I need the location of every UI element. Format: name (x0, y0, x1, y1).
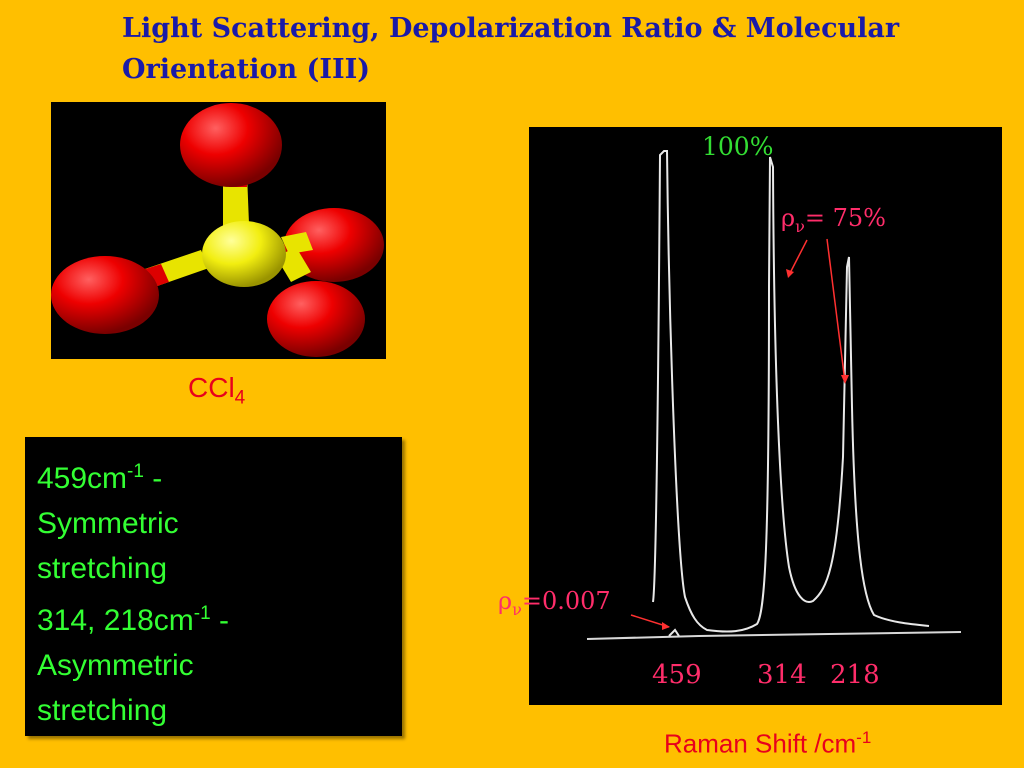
rho-subscript: ν (512, 600, 522, 619)
arrow-head (786, 269, 794, 278)
desc-line-4: 314, 218cm-1 - (37, 591, 229, 643)
rho-subscript: ν (795, 217, 805, 236)
desc-line-3: stretching (37, 552, 168, 585)
symmetric-frequency: 459cm (37, 462, 128, 495)
vibration-description-text: 459cm-1 - Symmetric stretching 314, 218c… (37, 449, 229, 733)
rho-symbol: ρ (498, 587, 512, 615)
arrow-head (662, 622, 670, 630)
slide-title: Light Scattering, Depolarization Ratio &… (122, 8, 1002, 90)
symmetric-frequency-exponent: -1 (127, 461, 144, 482)
molecule-model-svg (51, 103, 384, 357)
rho-75-value: = 75% (805, 204, 886, 232)
peak-459-bump (668, 628, 680, 637)
chlorine-atom (51, 256, 159, 334)
carbon-atom (202, 221, 286, 287)
arrow-rho-75-b (826, 238, 846, 383)
x-axis-label-text: Raman Shift /cm (664, 728, 857, 759)
peak-label-459: 459 (652, 660, 702, 690)
spectrum-trace-svg (586, 150, 962, 640)
dash: - (210, 604, 230, 637)
desc-line-1: 459cm-1 - (37, 449, 229, 501)
peak-label-314: 314 (757, 660, 807, 690)
spectrum-trace (652, 150, 930, 633)
asymmetric-frequency: 314, 218cm (37, 604, 194, 637)
formula-subscript: 4 (234, 387, 246, 409)
rho-symbol: ρ (781, 204, 795, 232)
desc-line-6: stretching (37, 694, 168, 727)
chlorine-atom (267, 281, 365, 357)
desc-line-2: Symmetric (37, 507, 179, 540)
x-axis-label: Raman Shift /cm-1 (664, 728, 871, 760)
label-100-percent: 100% (702, 132, 773, 161)
asymmetric-frequency-exponent: -1 (193, 603, 211, 624)
ccl4-molecule-image (51, 102, 386, 359)
bond (281, 232, 313, 254)
slide-title-line1: Light Scattering, Depolarization Ratio &… (122, 13, 900, 44)
x-axis-label-exponent: -1 (856, 728, 872, 747)
rho-low-value: =0.007 (522, 587, 611, 615)
label-rho-75: ρν= 75% (781, 204, 886, 236)
label-rho-low: ρν=0.007 (498, 587, 611, 619)
formula-main: CCl (188, 372, 235, 403)
vibration-description-box: 459cm-1 - Symmetric stretching 314, 218c… (25, 437, 402, 736)
peak-label-218: 218 (830, 660, 880, 690)
chlorine-atom (180, 103, 282, 187)
molecule-formula: CCl4 (188, 372, 245, 410)
baseline-trace (586, 631, 962, 640)
desc-line-5: Asymmetric (37, 649, 194, 682)
chlorine-atom (284, 208, 384, 282)
raman-spectrum-image (529, 127, 1002, 705)
bond (223, 174, 249, 230)
dash: - (143, 462, 163, 495)
arrow-rho-75-a (788, 239, 808, 276)
arrow-head (841, 375, 849, 384)
slide-title-line2: Orientation (III) (122, 54, 370, 85)
